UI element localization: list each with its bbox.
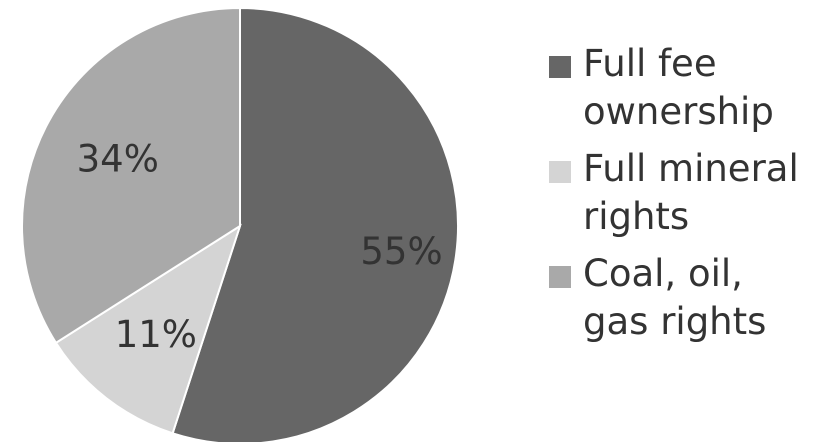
legend-swatch-full-mineral-rights: [549, 161, 571, 183]
legend-label-full-mineral-rights-line-1: Full mineral: [583, 147, 799, 190]
legend-label-full-mineral-rights-line-2: rights: [583, 195, 690, 238]
data-label-full-fee-ownership: 55%: [360, 230, 442, 273]
legend-item-full-fee-ownership: Full fee ownership: [545, 40, 830, 136]
legend-swatch-coal-oil-gas-rights: [549, 266, 571, 288]
data-label-coal-oil-gas-rights: 34%: [77, 137, 159, 180]
legend-label-full-fee-ownership-line-1: Full fee: [583, 42, 717, 85]
legend-label-coal-oil-gas-rights-line-2: gas rights: [583, 300, 767, 343]
pie-slice-full-mineral-rights: [54, 223, 242, 435]
legend-label-coal-oil-gas-rights-line-1: Coal, oil,: [583, 252, 743, 295]
pie-slice-full-fee-ownership: [171, 6, 459, 442]
legend-item-coal-oil-gas-rights: Coal, oil, gas rights: [545, 250, 830, 346]
legend-label-full-fee-ownership-line-2: ownership: [583, 90, 774, 133]
pie-slice-coal-oil-gas-rights: [21, 6, 241, 345]
data-label-full-mineral-rights: 11%: [115, 313, 197, 356]
pie-plot-area: 55% 11% 34%: [21, 6, 459, 442]
chart-legend: Full fee ownership Full mineral rights C…: [545, 40, 830, 355]
legend-swatch-full-fee-ownership: [549, 56, 571, 78]
legend-item-full-mineral-rights: Full mineral rights: [545, 145, 830, 241]
